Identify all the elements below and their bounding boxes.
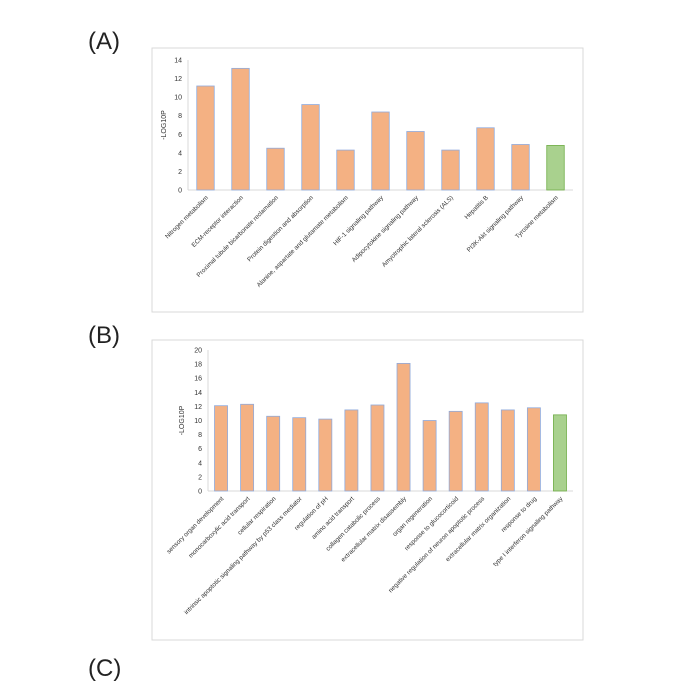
bar — [422, 420, 437, 492]
y-tick-label: 6 — [198, 446, 202, 453]
y-tick-label: 14 — [194, 390, 202, 397]
bar — [371, 111, 390, 191]
bar — [266, 415, 281, 492]
bar — [553, 414, 567, 492]
y-tick-label: 4 — [178, 150, 182, 157]
bar — [448, 410, 463, 492]
bar — [318, 418, 333, 492]
chart-border — [151, 47, 584, 313]
bar — [196, 85, 215, 191]
bar — [526, 407, 541, 492]
bar — [546, 145, 565, 191]
bar — [301, 104, 320, 191]
bar — [344, 409, 359, 492]
bar — [396, 362, 411, 492]
bar — [231, 67, 250, 191]
y-tick-label: 8 — [178, 113, 182, 120]
bar — [476, 127, 495, 191]
bar — [240, 403, 255, 492]
y-tick-label: 18 — [194, 362, 202, 369]
y-tick-label: 10 — [174, 95, 182, 102]
y-tick-label: 8 — [198, 432, 202, 439]
bar — [441, 149, 460, 191]
y-axis-label: -LOG10P — [161, 110, 168, 140]
y-tick-label: 4 — [198, 460, 202, 467]
bar — [336, 149, 355, 191]
y-tick-label: 2 — [178, 169, 182, 176]
bar — [266, 147, 285, 191]
bar — [511, 144, 530, 191]
y-tick-label: 12 — [194, 404, 202, 411]
bar — [370, 404, 385, 492]
y-tick-label: 0 — [178, 188, 182, 195]
bar — [500, 409, 515, 492]
bar — [474, 402, 489, 492]
y-axis-label: -LOG10P — [179, 405, 186, 435]
bar — [292, 417, 307, 492]
panel-label-a: (A) — [88, 28, 120, 55]
y-tick-label: 6 — [178, 132, 182, 139]
y-tick-label: 16 — [194, 376, 202, 383]
y-tick-label: 12 — [174, 76, 182, 83]
bar — [406, 131, 425, 191]
y-tick-label: 2 — [198, 474, 202, 481]
y-tick-label: 0 — [198, 489, 202, 496]
y-tick-label: 14 — [174, 58, 182, 65]
panel-label-b: (B) — [88, 322, 120, 349]
bar — [214, 405, 228, 492]
y-tick-label: 10 — [194, 418, 202, 425]
y-tick-label: 20 — [194, 348, 202, 355]
